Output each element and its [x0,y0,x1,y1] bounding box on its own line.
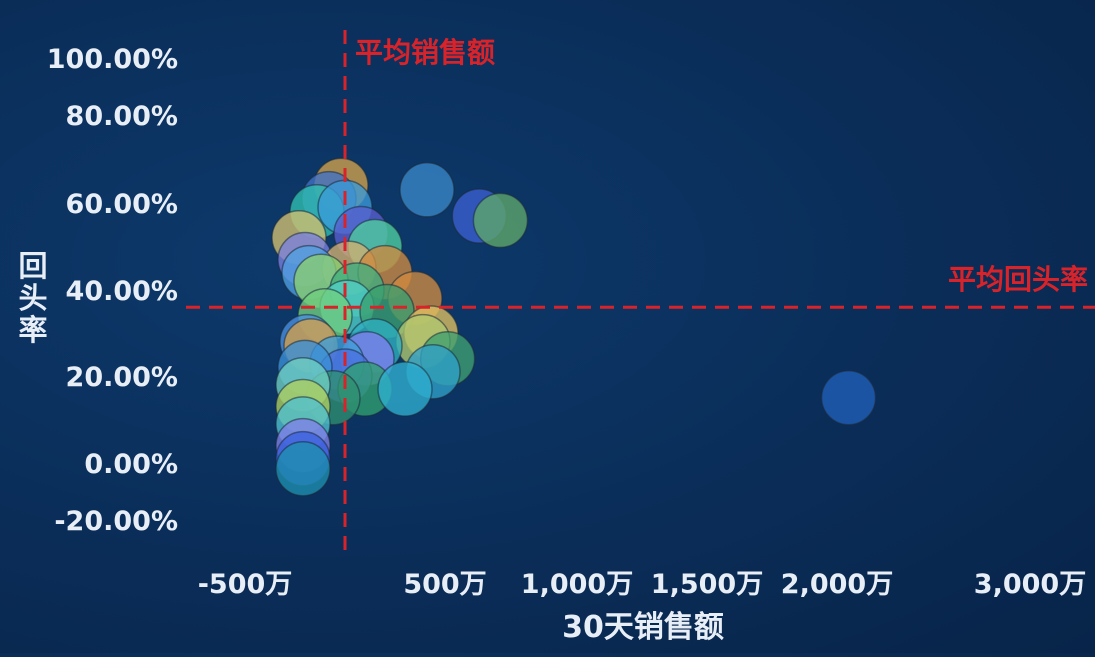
y-axis-ticks: -20.00% 0.00% 20.00% 40.00% 60.00% 80.00% 100.… [47,44,178,537]
x-axis-title: 30天销售额 [562,610,724,645]
y-tick-label: 40.00% [66,276,178,307]
scatter-point[interactable] [276,442,330,496]
x-tick-label: 1,000万 [521,569,633,600]
points-layer [272,158,876,495]
avg-sales-label: 平均销售额 [355,36,495,69]
y-tick-label: 80.00% [66,101,178,132]
x-tick-label: 2,000万 [781,569,893,600]
x-tick-label: 500万 [403,569,486,600]
y-tick-label: 20.00% [66,362,178,393]
x-axis-ticks: -500万 500万 1,000万 1,500万 2,000万 3,000万 [198,569,1086,600]
scatter-point[interactable] [822,371,876,425]
scatter-point[interactable] [400,163,454,217]
y-axis-title-char: 回 [18,249,47,283]
y-tick-label: -20.00% [54,506,178,537]
scatter-point[interactable] [473,193,527,247]
x-tick-label: -500万 [198,569,293,600]
y-tick-label: 60.00% [66,189,178,220]
x-tick-label: 1,500万 [651,569,763,600]
y-axis-title-char: 头 [18,281,47,315]
scatter-point[interactable] [378,362,432,416]
y-tick-label: 100.00% [47,44,178,75]
y-axis-title-char: 率 [18,313,47,347]
x-tick-label: 3,000万 [974,569,1086,600]
y-axis-title: 回头率 [18,249,47,347]
y-tick-label: 0.00% [84,449,178,480]
avg-return-label: 平均回头率 [948,263,1088,296]
